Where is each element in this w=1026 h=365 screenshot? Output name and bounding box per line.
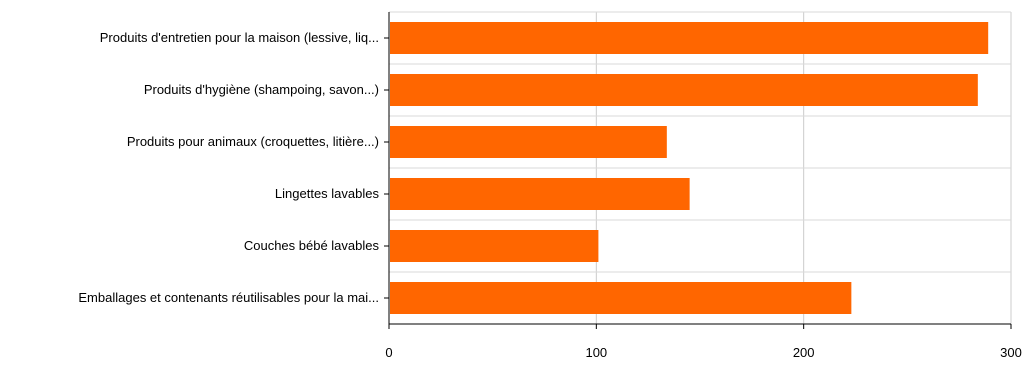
x-tick-label: 200	[793, 345, 815, 360]
axes	[384, 12, 1012, 329]
bar	[390, 22, 989, 54]
x-tick-label: 100	[585, 345, 607, 360]
category-label: Emballages et contenants réutilisables p…	[78, 290, 379, 305]
x-tick-label: 0	[385, 345, 392, 360]
bar	[390, 126, 667, 158]
category-label: Produits d'entretien pour la maison (les…	[100, 30, 379, 45]
category-label: Produits pour animaux (croquettes, litiè…	[127, 134, 379, 149]
x-tick-label: 300	[1000, 345, 1022, 360]
labels: Produits d'entretien pour la maison (les…	[78, 30, 1021, 360]
bar	[390, 282, 852, 314]
category-label: Lingettes lavables	[275, 186, 380, 201]
bar	[390, 178, 690, 210]
category-label: Produits d'hygiène (shampoing, savon...)	[144, 82, 379, 97]
bar	[390, 74, 978, 106]
bar	[390, 230, 599, 262]
category-label: Couches bébé lavables	[244, 238, 380, 253]
grid	[389, 11, 1012, 325]
bars	[390, 22, 989, 314]
